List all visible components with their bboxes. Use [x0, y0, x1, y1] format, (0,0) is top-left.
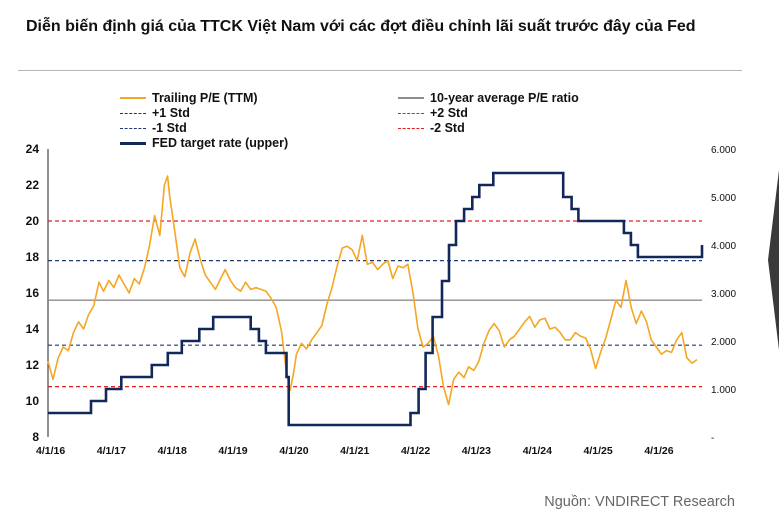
- legend-item-avg: 10-year average P/E ratio: [398, 91, 579, 105]
- right-tick-label: 4.000: [711, 241, 736, 252]
- legend-label-m2: -2 Std: [430, 121, 465, 135]
- right-tick-label: 5.000: [711, 193, 736, 204]
- left-tick-label: 18: [26, 250, 40, 264]
- legend-label-m1: -1 Std: [152, 121, 187, 135]
- left-tick-label: 14: [26, 322, 40, 336]
- right-tick-label: 2.000: [711, 337, 736, 348]
- legend-label-p2: +2 Std: [430, 106, 468, 120]
- series-line-fed: [48, 171, 704, 427]
- legend-label-p1: +1 Std: [152, 106, 190, 120]
- legend-swatch-m1: [120, 127, 146, 129]
- right-tick-label: 3.000: [711, 289, 736, 300]
- x-tick-label: 4/1/25: [584, 445, 613, 457]
- legend-swatch-avg: [398, 97, 424, 99]
- legend-swatch-pe: [120, 97, 146, 99]
- left-tick-label: 10: [26, 394, 40, 408]
- legend-item-p2: +2 Std: [398, 106, 468, 120]
- x-tick-label: 4/1/16: [36, 445, 65, 457]
- x-tick-label: 4/1/19: [218, 445, 247, 457]
- left-tick-label: 16: [26, 286, 40, 300]
- legend-label-avg: 10-year average P/E ratio: [430, 91, 579, 105]
- legend-swatch-fed: [120, 141, 146, 145]
- legend-item-pe: Trailing P/E (TTM): [120, 91, 258, 105]
- left-tick-label: 12: [26, 358, 40, 372]
- legend-item-m2: -2 Std: [398, 121, 465, 135]
- chart-title: Diễn biến định giá của TTCK Việt Nam với…: [26, 18, 696, 35]
- title-divider: [18, 70, 742, 71]
- left-tick-label: 8: [32, 430, 39, 444]
- right-tick-label: 1.000: [711, 385, 736, 396]
- left-tick-label: 20: [26, 214, 40, 228]
- right-tick-label: 6.000: [711, 145, 736, 156]
- x-tick-label: 4/1/20: [279, 445, 308, 457]
- legend-item-p1: +1 Std: [120, 106, 190, 120]
- x-tick-label: 4/1/21: [340, 445, 369, 457]
- legend-label-fed: FED target rate (upper): [152, 136, 289, 150]
- x-tick-label: 4/1/22: [401, 445, 430, 457]
- legend-swatch-m2: [398, 127, 424, 129]
- legend-swatch-p2: [398, 112, 424, 114]
- left-tick-label: 24: [26, 142, 40, 156]
- legend-item-fed: FED target rate (upper): [120, 136, 288, 150]
- legend-item-m1: -1 Std: [120, 121, 187, 135]
- x-tick-label: 4/1/17: [97, 445, 126, 457]
- x-tick-label: 4/1/23: [462, 445, 491, 457]
- legend-label-pe: Trailing P/E (TTM): [152, 91, 258, 105]
- right-tick-label: -: [711, 433, 714, 444]
- x-tick-label: 4/1/26: [644, 445, 673, 457]
- source-note: Nguồn: VNDIRECT Research: [544, 494, 735, 510]
- legend-swatch-p1: [120, 112, 146, 114]
- series-line-pe: [47, 175, 698, 406]
- x-tick-label: 4/1/18: [158, 445, 187, 457]
- left-tick-label: 22: [26, 178, 40, 192]
- page-edge-tab: [768, 170, 779, 350]
- x-tick-label: 4/1/24: [523, 445, 552, 457]
